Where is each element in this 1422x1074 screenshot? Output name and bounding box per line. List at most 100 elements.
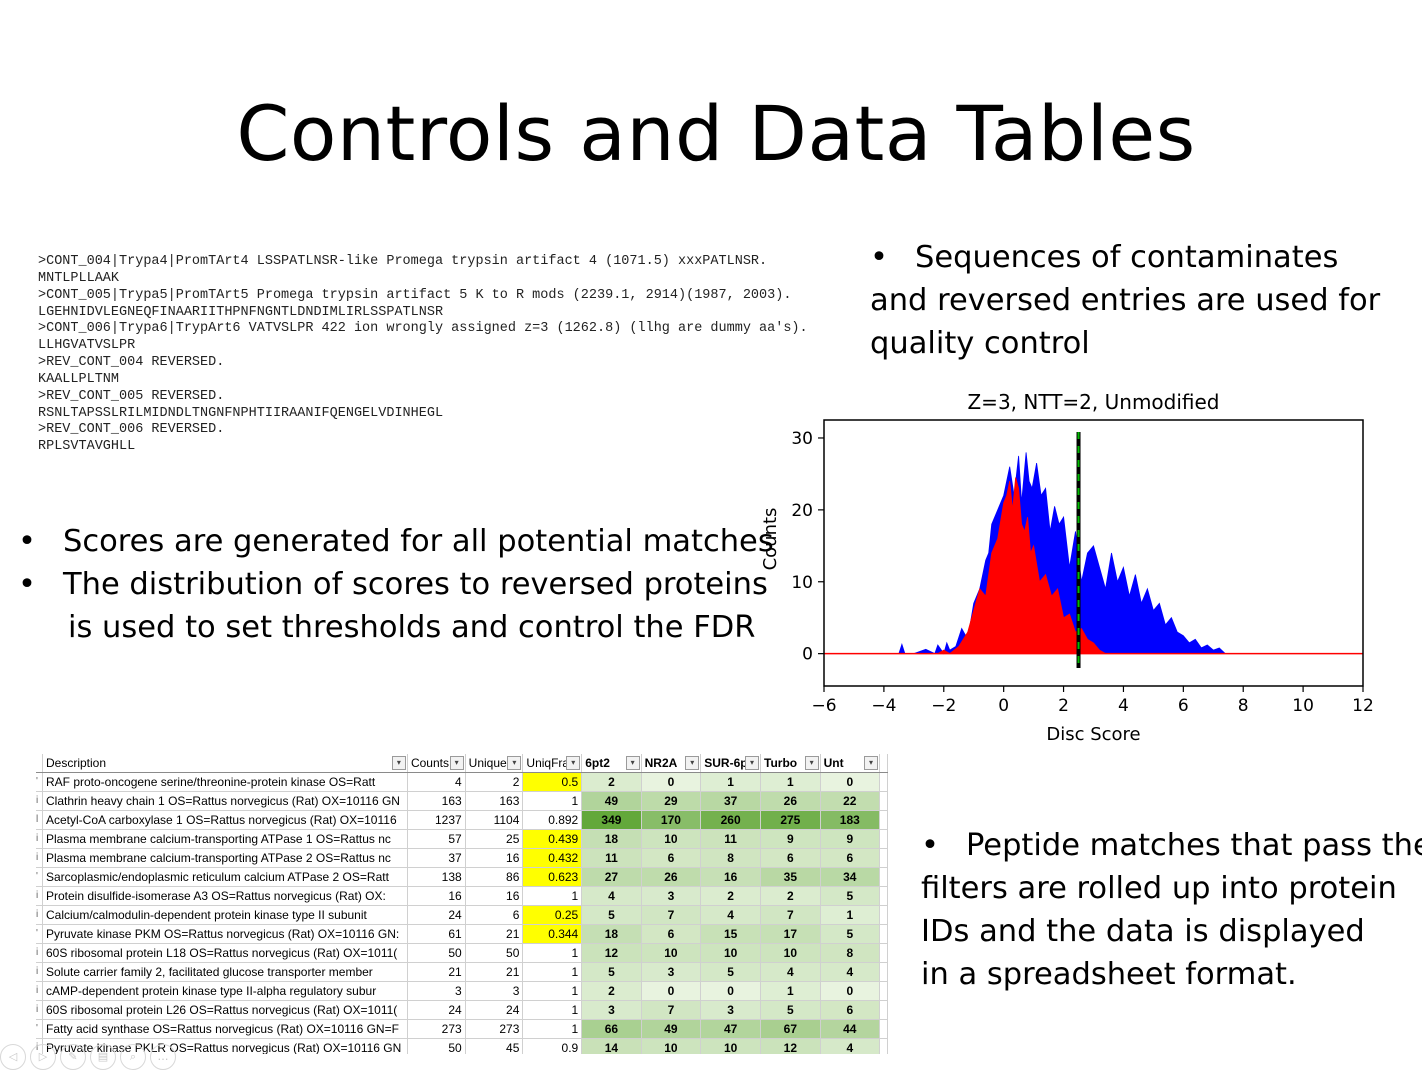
count-value-cell[interactable]: 26 — [641, 867, 702, 887]
cutoff-cell[interactable] — [879, 829, 888, 849]
count-value-cell[interactable]: 260 — [700, 810, 762, 830]
row-marker-cell[interactable]: i — [36, 1000, 43, 1020]
unique-cell[interactable]: 21 — [465, 962, 524, 982]
unique-cell[interactable]: 16 — [465, 848, 524, 868]
count-value-cell[interactable]: 18 — [581, 924, 642, 944]
count-value-cell[interactable]: 5 — [700, 962, 762, 982]
count-value-cell[interactable]: 29 — [641, 791, 702, 811]
filter-dropdown-icon[interactable]: ▾ — [863, 756, 878, 770]
row-marker-cell[interactable]: i — [36, 962, 43, 982]
count-value-cell[interactable]: 3 — [641, 886, 702, 906]
count-value-cell[interactable]: 0 — [820, 772, 880, 792]
more-icon[interactable]: … — [150, 1044, 176, 1070]
count-value-cell[interactable]: 3 — [700, 1000, 762, 1020]
row-marker-cell[interactable]: i — [36, 981, 43, 1001]
description-cell[interactable]: 60S ribosomal protein L26 OS=Rattus norv… — [42, 1000, 408, 1020]
count-value-cell[interactable]: 4 — [700, 905, 762, 925]
count-value-cell[interactable]: 6 — [760, 848, 821, 868]
table-row[interactable]: i cAMP-dependent protein kinase type II-a… — [36, 981, 888, 1001]
count-value-cell[interactable]: 7 — [641, 1000, 702, 1020]
unique-cell[interactable]: 6 — [465, 905, 524, 925]
counts-cell[interactable]: 21 — [407, 962, 466, 982]
counts-cell[interactable]: 4 — [407, 772, 466, 792]
unique-cell[interactable]: 3 — [465, 981, 524, 1001]
table-row[interactable]: i Plasma membrane calcium-transporting AT… — [36, 829, 888, 849]
row-marker-cell[interactable]: i — [36, 848, 43, 868]
count-value-cell[interactable]: 67 — [760, 1019, 821, 1039]
count-value-cell[interactable]: 2 — [760, 886, 821, 906]
filter-dropdown-icon[interactable]: ▾ — [685, 756, 700, 770]
count-value-cell[interactable]: 0 — [820, 981, 880, 1001]
row-marker-cell[interactable]: ' — [36, 867, 43, 887]
unique-cell[interactable]: 1104 — [465, 810, 524, 830]
count-value-cell[interactable]: 18 — [581, 829, 642, 849]
count-value-cell[interactable]: 16 — [700, 867, 762, 887]
row-marker-cell[interactable]: i — [36, 829, 43, 849]
count-value-cell[interactable]: 8 — [700, 848, 762, 868]
count-value-cell[interactable]: 0 — [641, 981, 702, 1001]
uniqfrac-cell[interactable]: 1 — [522, 962, 583, 982]
count-value-cell[interactable]: 15 — [700, 924, 762, 944]
slides-icon[interactable]: ▤ — [90, 1044, 116, 1070]
filter-dropdown-icon[interactable]: ▾ — [804, 756, 819, 770]
cutoff-cell[interactable] — [879, 791, 888, 811]
filter-dropdown-icon[interactable]: ▾ — [449, 756, 464, 770]
cutoff-cell[interactable] — [879, 1000, 888, 1020]
count-value-cell[interactable]: 2 — [700, 886, 762, 906]
filter-dropdown-icon[interactable]: ▾ — [507, 756, 522, 770]
count-value-cell[interactable]: 1 — [760, 981, 821, 1001]
cutoff-cell[interactable] — [879, 1038, 888, 1054]
row-marker-cell[interactable]: i — [36, 905, 43, 925]
count-value-cell[interactable]: 1 — [820, 905, 880, 925]
count-value-cell[interactable]: 4 — [820, 1038, 880, 1054]
column-header[interactable]: UniqFra ▾ — [522, 754, 583, 773]
count-value-cell[interactable]: 10 — [760, 943, 821, 963]
description-cell[interactable]: Calcium/calmodulin-dependent protein kin… — [42, 905, 408, 925]
table-row[interactable]: i Protein disulfide-isomerase A3 OS=Rattu… — [36, 886, 888, 906]
table-row[interactable]: i Calcium/calmodulin-dependent protein ki… — [36, 905, 888, 925]
count-value-cell[interactable]: 10 — [641, 1038, 702, 1054]
count-value-cell[interactable]: 44 — [820, 1019, 880, 1039]
cutoff-cell[interactable] — [879, 772, 888, 792]
description-cell[interactable]: RAF proto-oncogene serine/threonine-prot… — [42, 772, 408, 792]
count-value-cell[interactable]: 12 — [581, 943, 642, 963]
table-row[interactable]: i Plasma membrane calcium-transporting AT… — [36, 848, 888, 868]
count-value-cell[interactable]: 5 — [581, 905, 642, 925]
count-value-cell[interactable]: 11 — [581, 848, 642, 868]
row-marker-cell[interactable]: i — [36, 791, 43, 811]
count-value-cell[interactable]: 47 — [700, 1019, 762, 1039]
row-marker-cell[interactable]: ' — [36, 924, 43, 944]
column-header[interactable]: Unt ▾ — [820, 754, 880, 773]
column-header[interactable]: Description ▾ — [42, 754, 408, 773]
column-header[interactable]: 6pt2 ▾ — [581, 754, 642, 773]
pen-icon[interactable]: ✎ — [60, 1044, 86, 1070]
unique-cell[interactable]: 273 — [465, 1019, 524, 1039]
counts-cell[interactable]: 37 — [407, 848, 466, 868]
count-value-cell[interactable]: 27 — [581, 867, 642, 887]
count-value-cell[interactable]: 5 — [581, 962, 642, 982]
count-value-cell[interactable]: 9 — [820, 829, 880, 849]
count-value-cell[interactable]: 183 — [820, 810, 880, 830]
count-value-cell[interactable]: 7 — [641, 905, 702, 925]
description-cell[interactable]: Sarcoplasmic/endoplasmic reticulum calci… — [42, 867, 408, 887]
unique-cell[interactable]: 86 — [465, 867, 524, 887]
uniqfrac-cell[interactable]: 1 — [522, 1000, 583, 1020]
count-value-cell[interactable]: 6 — [641, 848, 702, 868]
filter-dropdown-icon[interactable]: ▾ — [391, 756, 406, 770]
count-value-cell[interactable]: 349 — [581, 810, 642, 830]
row-marker-cell[interactable]: i — [36, 943, 43, 963]
cutoff-cell[interactable] — [879, 1019, 888, 1039]
uniqfrac-cell[interactable]: 0.439 — [522, 829, 583, 849]
table-row[interactable]: ' Pyruvate kinase PKM OS=Rattus norvegicu… — [36, 924, 888, 944]
column-header[interactable]: Turbo ▾ — [760, 754, 821, 773]
cutoff-cell[interactable] — [879, 981, 888, 1001]
count-value-cell[interactable]: 7 — [760, 905, 821, 925]
count-value-cell[interactable]: 4 — [820, 962, 880, 982]
column-header[interactable]: Counts ▾ — [407, 754, 466, 773]
cutoff-cell[interactable] — [879, 886, 888, 906]
cutoff-cell[interactable] — [879, 905, 888, 925]
table-row[interactable]: ' Sarcoplasmic/endoplasmic reticulum calc… — [36, 867, 888, 887]
uniqfrac-cell[interactable]: 0.432 — [522, 848, 583, 868]
count-value-cell[interactable]: 12 — [760, 1038, 821, 1054]
uniqfrac-cell[interactable]: 0.344 — [522, 924, 583, 944]
